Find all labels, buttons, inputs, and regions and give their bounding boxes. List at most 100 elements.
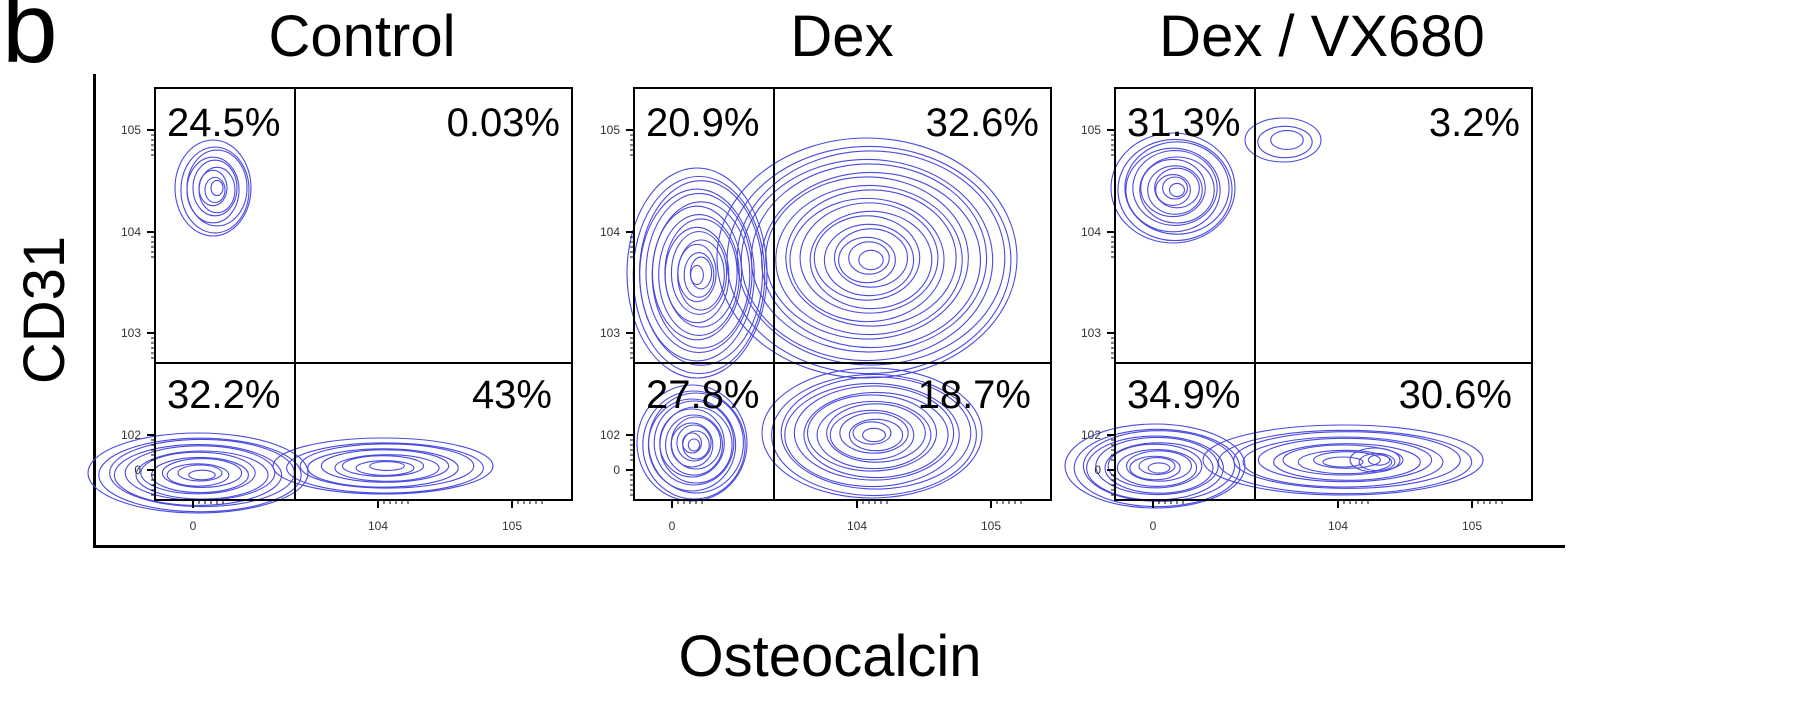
contour-line — [1104, 442, 1214, 494]
contour-line — [639, 188, 755, 362]
contour-plot-2: 31.3% 3.2% 34.9% 30.6% 105 104 103 102 0 0 104 105 — [1064, 87, 1533, 533]
x-tick-label: 105 — [1462, 519, 1482, 533]
contour-line — [687, 438, 701, 452]
contour-line — [188, 469, 216, 481]
contour-line — [1095, 436, 1219, 496]
contour-line — [676, 424, 712, 462]
contour-line — [690, 264, 704, 286]
contour-plot-0: 24.5% 0.03% 32.2% 43% 105 104 103 102 0 0 104 105 — [87, 87, 573, 533]
x-tick-label: 105 — [981, 519, 1001, 533]
contour-line — [1147, 462, 1171, 474]
contour-line — [653, 400, 735, 486]
contour-line — [793, 385, 955, 481]
contour-line — [307, 448, 459, 488]
contour-line — [1169, 182, 1185, 198]
contour-line — [113, 444, 283, 506]
contour-line — [1233, 431, 1461, 489]
contour-line — [780, 376, 972, 490]
contour-line — [355, 460, 415, 476]
contour-line — [771, 373, 977, 497]
quadrant-percent-upper-left: 24.5% — [167, 101, 280, 145]
contour-line — [626, 167, 768, 379]
contour-line — [1126, 450, 1192, 482]
contour-line — [272, 437, 494, 495]
contour-line — [809, 210, 933, 310]
contour-line — [177, 464, 223, 482]
contour-plot-1: 20.9% 32.6% 27.8% 18.7% 105 104 103 102 0 0 104 105 — [600, 87, 1052, 533]
contour-line — [1270, 130, 1304, 150]
x-tick-label: 104 — [1328, 519, 1348, 533]
contour-line — [1282, 444, 1404, 476]
contour-line — [1125, 147, 1221, 233]
contour-line — [1086, 435, 1224, 501]
contour-line — [848, 418, 904, 452]
quadrant-percent-upper-left: 20.9% — [646, 101, 759, 145]
contour-line — [799, 202, 939, 314]
contour-line — [180, 146, 250, 234]
contour-line — [1140, 158, 1206, 218]
y-tick-label: 0 — [1094, 463, 1101, 477]
contour-line — [1217, 429, 1473, 495]
y-tick-label: 105 — [600, 123, 620, 137]
contour-line — [716, 137, 1018, 379]
contour-line — [1358, 452, 1396, 472]
contour-line — [1116, 448, 1198, 488]
y-tick-label: 104 — [1081, 225, 1101, 239]
contour-line — [1138, 457, 1176, 475]
contour-line — [198, 169, 228, 207]
contour-line — [87, 432, 309, 514]
quadrant-percent-upper-right: 0.03% — [447, 101, 560, 145]
y-tick-label: 102 — [1081, 428, 1101, 442]
y-tick-label: 105 — [121, 123, 141, 137]
contour-line — [1110, 132, 1236, 244]
y-tick-label: 0 — [613, 463, 620, 477]
contour-line — [689, 256, 713, 290]
x-tick-label: 104 — [368, 519, 388, 533]
contour-line — [1124, 141, 1230, 235]
plot-frame — [633, 87, 1052, 501]
contour-line — [1073, 428, 1241, 508]
contour-line — [823, 223, 915, 297]
y-axis-line — [93, 74, 96, 548]
contour-line — [286, 442, 484, 494]
contour-line — [1064, 423, 1246, 509]
contour-line — [670, 422, 714, 468]
contour-line — [334, 454, 440, 482]
contour-line — [161, 458, 243, 488]
contour-line — [320, 449, 450, 483]
contour-line — [1242, 436, 1444, 488]
contour-line — [806, 394, 938, 472]
y-tick-label: 102 — [121, 428, 141, 442]
y-tick-label: 0 — [134, 463, 141, 477]
contour-line — [1107, 443, 1203, 489]
contour-line — [765, 176, 969, 340]
panel-title-dex-vx680: Dex / VX680 — [1159, 4, 1485, 69]
contour-line — [681, 432, 703, 454]
contour-line — [658, 213, 740, 337]
contour-line — [833, 228, 909, 288]
contour-line — [838, 236, 896, 284]
contour-line — [829, 409, 915, 461]
quadrant-percent-lower-left: 32.2% — [167, 373, 280, 417]
contour-line — [1349, 447, 1401, 473]
contour-line — [1147, 165, 1203, 215]
contour-line — [1244, 117, 1322, 163]
x-tick-label: 0 — [190, 519, 197, 533]
contour-line — [1367, 454, 1391, 466]
panel-title-control: Control — [268, 4, 456, 69]
contour-line — [651, 205, 743, 341]
y-axis-label: CD31 — [12, 235, 77, 385]
contour-line — [1257, 125, 1313, 159]
panel-title-dex: Dex — [790, 4, 894, 69]
contour-line — [369, 461, 405, 471]
contour-line — [750, 163, 988, 353]
contour-line — [1155, 174, 1191, 206]
contour-line — [736, 150, 1006, 366]
contour-line — [1322, 456, 1364, 468]
plot-frame — [154, 87, 573, 501]
contour-line — [174, 139, 252, 237]
contour-line — [166, 463, 230, 487]
contour-line — [186, 156, 240, 224]
contour-line — [677, 243, 717, 303]
contour-line — [140, 451, 256, 495]
